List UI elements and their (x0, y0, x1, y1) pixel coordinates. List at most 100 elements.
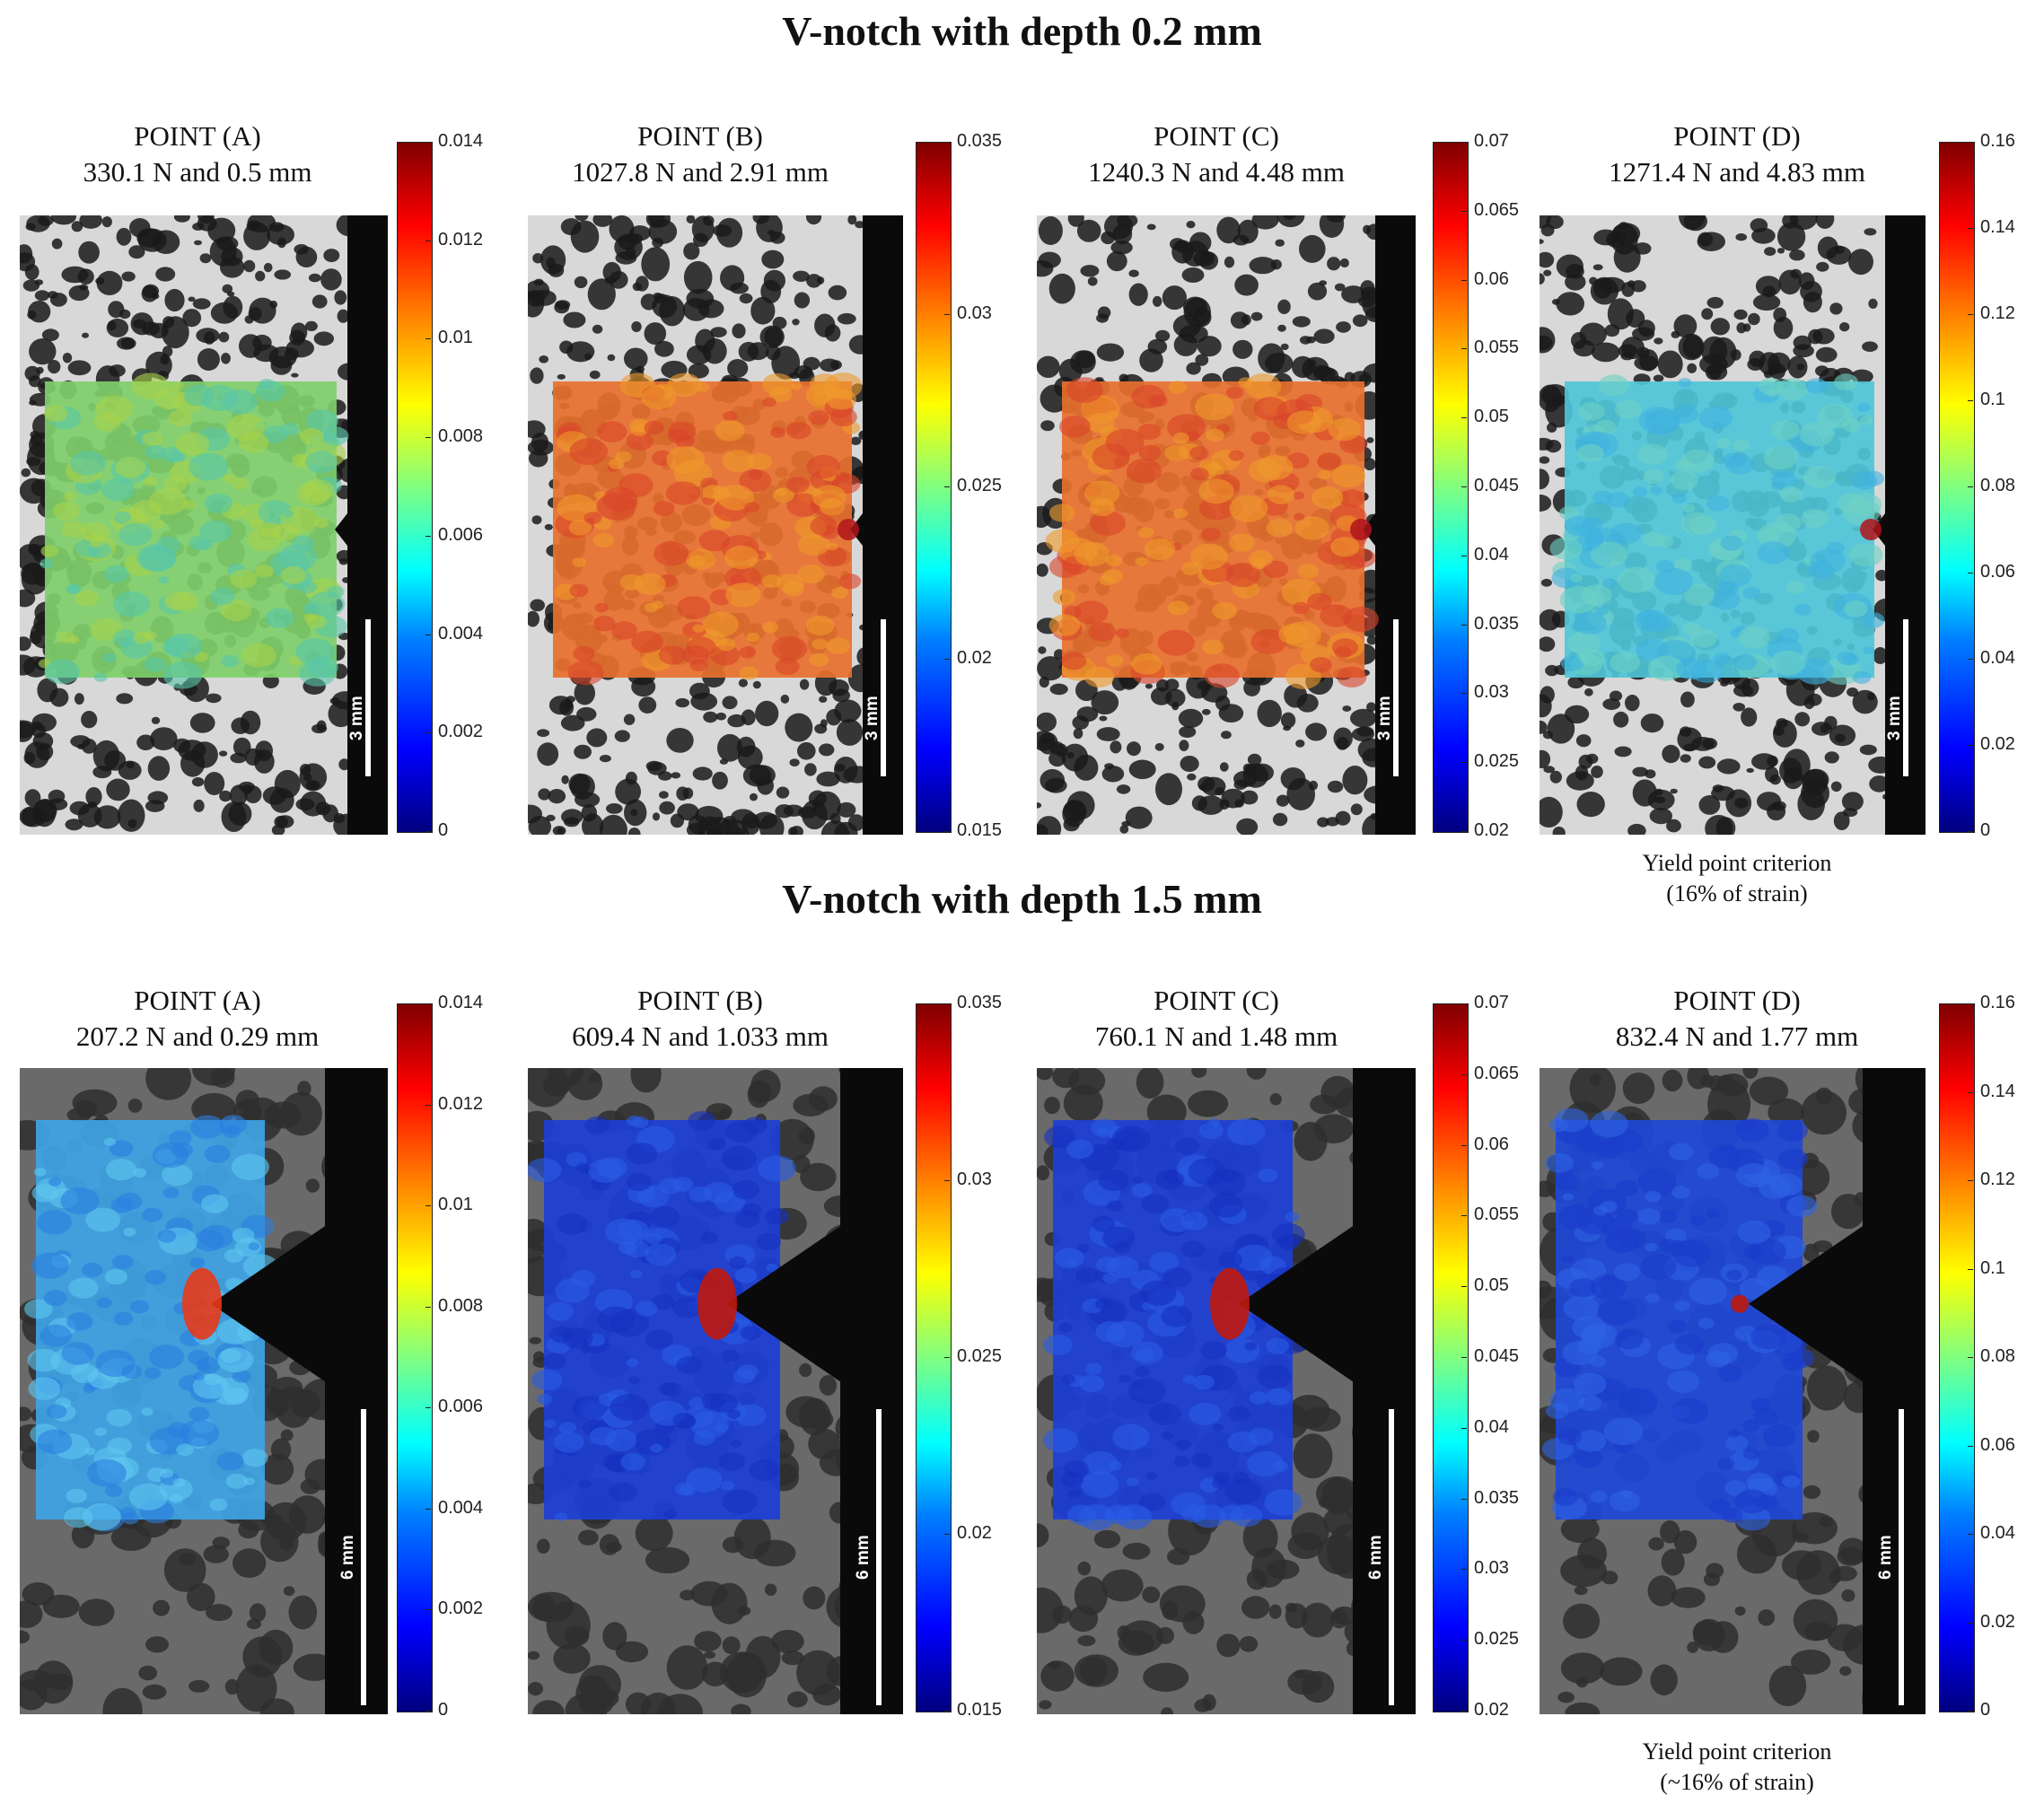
scale-bar-label: 6 mm (1876, 1535, 1895, 1580)
colorbar-tick-label: 0.014 (438, 131, 484, 151)
colorbar-tick-mark (425, 1306, 431, 1308)
colorbar-tick-mark (425, 1508, 431, 1510)
scale-bar (1393, 619, 1399, 776)
colorbar-tick-mark (425, 1407, 431, 1409)
dic-strain-image: 6 mm (528, 1068, 903, 1714)
dic-strain-image: 6 mm (20, 1068, 388, 1714)
colorbar-tick-label: 0.008 (438, 426, 484, 447)
colorbar-tick-label: 0.12 (1980, 1169, 2015, 1189)
colorbar (1433, 142, 1469, 833)
section-title: V-notch with depth 0.2 mm (782, 8, 1262, 54)
dic-strain-image: 3 mm (528, 215, 903, 835)
colorbar (397, 1003, 433, 1712)
scale-bar (881, 619, 886, 776)
panel-label: POINT (C) 760.1 N and 1.48 mm (1037, 983, 1396, 1055)
dic-strain-image: 6 mm (1540, 1068, 1926, 1714)
colorbar-tick-label: 0.015 (957, 820, 1003, 840)
load-displacement: 1271.4 N and 4.83 mm (1609, 156, 1865, 188)
colorbar-tick-mark (1461, 417, 1467, 419)
colorbar-tick-label: 0.08 (1980, 1346, 2015, 1366)
colorbar-tick-label: 0.02 (1980, 734, 2015, 754)
colorbar-tick-label: 0.045 (1474, 476, 1520, 495)
point-name: POINT (C) (1154, 985, 1279, 1016)
scale-bar (1899, 1409, 1904, 1705)
colorbar-tick-mark (425, 1711, 431, 1712)
scale-bar-label: 3 mm (863, 696, 882, 740)
colorbar-tick-label: 0.05 (1474, 407, 1509, 427)
colorbar-tick-mark (1968, 142, 1973, 143)
colorbar-tick-label: 0.14 (1980, 1081, 2015, 1101)
colorbar-tick-label: 0.08 (1980, 476, 2015, 495)
scale-bar-label: 6 mm (338, 1535, 357, 1580)
colorbar-tick-label: 0.025 (1474, 751, 1520, 772)
colorbar-tick-mark (944, 1003, 950, 1004)
colorbar-tick-mark (425, 535, 431, 537)
point-name: POINT (B) (637, 120, 763, 152)
colorbar-tick-label: 0.055 (1474, 337, 1520, 358)
colorbar-tick-mark (1461, 1640, 1467, 1642)
colorbar-tick-mark (1968, 1445, 1973, 1447)
note-line: (~16% of strain) (1660, 1769, 1814, 1795)
colorbar-tick-mark (1461, 1498, 1467, 1500)
colorbar-tick-label: 0 (1980, 1700, 1991, 1720)
yield-criterion-note: Yield point criterion (16% of strain) (1575, 848, 1899, 909)
colorbar-tick-label: 0.065 (1474, 1063, 1520, 1083)
colorbar-tick-label: 0.05 (1474, 1275, 1509, 1296)
colorbar-tick-label: 0.1 (1980, 1257, 2005, 1278)
colorbar-tick-label: 0.02 (957, 648, 992, 668)
load-displacement: 1027.8 N and 2.91 mm (572, 156, 829, 188)
colorbar-tick-mark (1461, 1357, 1467, 1358)
panel-label: POINT (B) 1027.8 N and 2.91 mm (521, 118, 880, 190)
colorbar-tick-label: 0.008 (438, 1295, 484, 1316)
scale-bar (365, 619, 371, 776)
panel-label: POINT (D) 832.4 N and 1.77 mm (1557, 983, 1917, 1055)
scale-bar-label: 6 mm (1366, 1535, 1385, 1580)
colorbar-tick-mark (1968, 1003, 1973, 1004)
colorbar-tick-mark (1968, 1711, 1973, 1712)
colorbar-tick-label: 0.02 (1474, 820, 1509, 840)
colorbar-tick-label: 0.02 (1474, 1700, 1509, 1720)
point-name: POINT (A) (134, 120, 261, 152)
colorbar-tick-mark (1968, 831, 1973, 832)
colorbar-tick-mark (1968, 573, 1973, 574)
colorbar-tick-label: 0 (438, 820, 449, 840)
colorbar-tick-label: 0.06 (1980, 1434, 2015, 1455)
colorbar-tick-label: 0.01 (438, 328, 473, 348)
load-displacement: 760.1 N and 1.48 mm (1094, 1020, 1338, 1052)
colorbar (916, 142, 952, 833)
colorbar-tick-label: 0.03 (957, 303, 992, 323)
colorbar-tick-mark (1461, 1073, 1467, 1075)
colorbar-tick-label: 0.006 (438, 524, 484, 545)
colorbar-tick-mark (1968, 1180, 1973, 1181)
colorbar (1433, 1003, 1469, 1712)
colorbar-tick-label: 0.025 (1474, 1629, 1520, 1650)
colorbar-tick-mark (1461, 762, 1467, 764)
point-name: POINT (D) (1673, 120, 1801, 152)
colorbar-tick-label: 0 (438, 1700, 449, 1720)
colorbar-tick-label: 0.02 (957, 1523, 992, 1543)
colorbar-tick-mark (425, 831, 431, 832)
colorbar-tick-label: 0.06 (1474, 268, 1509, 289)
colorbar-tick-label: 0.06 (1980, 562, 2015, 582)
colorbar-tick-label: 0.035 (1474, 613, 1520, 634)
note-line: Yield point criterion (1642, 1738, 1832, 1765)
scale-bar-label: 3 mm (347, 696, 366, 740)
colorbar-tick-mark (1461, 210, 1467, 212)
colorbar-tick-label: 0.02 (1980, 1611, 2015, 1632)
colorbar-tick-mark (1461, 1215, 1467, 1217)
colorbar-tick-label: 0.04 (1980, 1523, 2015, 1543)
colorbar-tick-label: 0.06 (1474, 1134, 1509, 1154)
colorbar-tick-mark (944, 1180, 950, 1181)
point-name: POINT (B) (637, 985, 763, 1016)
section-title: V-notch with depth 1.5 mm (782, 876, 1262, 922)
colorbar-tick-mark (944, 1357, 950, 1358)
colorbar-tick-label: 0.055 (1474, 1204, 1520, 1225)
colorbar-tick-label: 0.014 (438, 993, 484, 1012)
colorbar-tick-mark (1461, 693, 1467, 695)
colorbar-tick-label: 0.14 (1980, 217, 2015, 237)
colorbar-tick-label: 0.04 (1474, 544, 1509, 565)
colorbar-tick-label: 0.012 (438, 1093, 484, 1114)
load-displacement: 832.4 N and 1.77 mm (1615, 1020, 1859, 1052)
note-line: Yield point criterion (1642, 850, 1832, 876)
colorbar-tick-mark (1461, 142, 1467, 143)
